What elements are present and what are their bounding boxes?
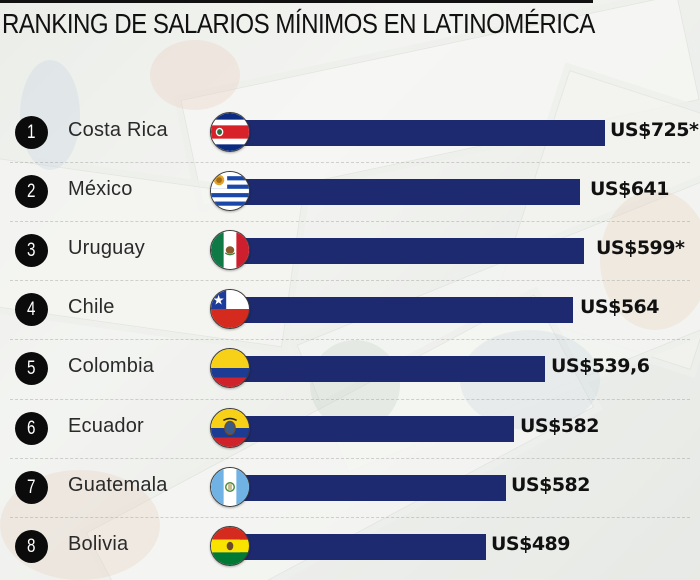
- value-bar: [240, 534, 486, 560]
- ranking-row: 7 Guatemala US$582: [0, 458, 700, 510]
- row-divider: [10, 399, 690, 400]
- country-label: Chile: [68, 296, 115, 318]
- ranking-row: 4 Chile US$564: [0, 280, 700, 332]
- country-label: Guatemala: [68, 474, 168, 496]
- value-bar: [240, 120, 605, 146]
- uruguay-flag-icon: [210, 171, 250, 211]
- value-label: US$641: [590, 178, 670, 200]
- rank-badge: 7: [15, 471, 48, 504]
- value-label: US$582: [511, 474, 591, 496]
- top-rule: [0, 0, 593, 3]
- row-divider: [10, 221, 690, 222]
- value-bar: [240, 416, 514, 442]
- background-tint: [20, 60, 80, 170]
- row-divider: [10, 458, 690, 459]
- row-divider: [10, 162, 690, 163]
- country-label: México: [68, 178, 133, 200]
- country-label: Bolivia: [68, 533, 129, 555]
- rank-badge: 4: [15, 293, 48, 326]
- value-label: US$725*: [610, 119, 699, 141]
- value-bar: [240, 238, 584, 264]
- value-label: US$539,6: [551, 355, 650, 377]
- value-label: US$582: [520, 415, 600, 437]
- ranking-row: 5 Colombia US$539,6: [0, 339, 700, 391]
- value-bar: [240, 297, 573, 323]
- costa-rica-flag-icon: [210, 112, 250, 152]
- row-divider: [10, 280, 690, 281]
- rank-badge: 1: [15, 116, 48, 149]
- rank-badge: 2: [15, 175, 48, 208]
- row-divider: [10, 339, 690, 340]
- value-bar: [240, 356, 545, 382]
- value-bar: [240, 475, 506, 501]
- ecuador-flag-icon: [210, 408, 250, 448]
- background-tint: [150, 40, 240, 110]
- background-tint: [600, 190, 700, 330]
- rank-badge: 5: [15, 352, 48, 385]
- value-label: US$564: [580, 296, 660, 318]
- colombia-flag-icon: [210, 348, 250, 388]
- country-label: Costa Rica: [68, 119, 168, 141]
- ranking-row: 1 Costa Rica US$725*: [0, 111, 700, 155]
- mexico-flag-icon: [210, 230, 250, 270]
- country-label: Uruguay: [68, 237, 145, 259]
- ranking-row: 2 México US$641: [0, 162, 700, 214]
- rank-badge: 6: [15, 412, 48, 445]
- value-label: US$599*: [596, 237, 685, 259]
- value-bar: [240, 179, 580, 205]
- background-tint: [310, 340, 400, 430]
- ranking-row: 8 Bolivia US$489: [0, 517, 700, 569]
- ranking-row: 3 Uruguay US$599*: [0, 221, 700, 273]
- value-label: US$489: [491, 533, 571, 555]
- bolivia-flag-icon: [210, 526, 250, 566]
- country-label: Ecuador: [68, 415, 144, 437]
- rank-badge: 3: [15, 234, 48, 267]
- country-label: Colombia: [68, 355, 155, 377]
- guatemala-flag-icon: [210, 467, 250, 507]
- rank-badge: 8: [15, 530, 48, 563]
- chart-title: RANKING DE SALARIOS MÍNIMOS EN LATINOMÉR…: [2, 8, 595, 39]
- chile-flag-icon: [210, 289, 250, 329]
- row-divider: [10, 517, 690, 518]
- ranking-row: 6 Ecuador US$582: [0, 399, 700, 451]
